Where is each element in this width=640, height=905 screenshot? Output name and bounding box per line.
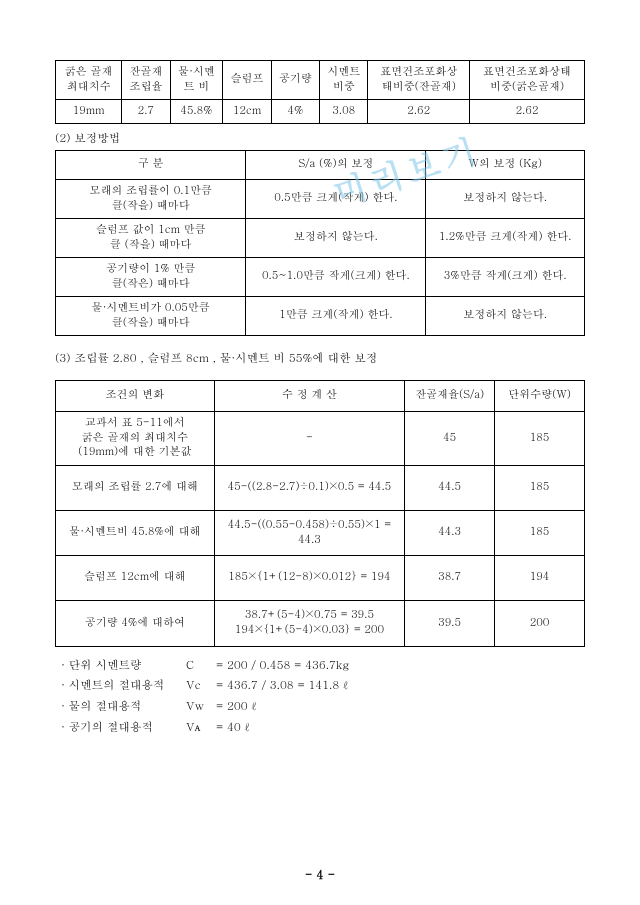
table-row: 물·시멘트비가 0.05만큼클(작을) 때마다 1만큼 크게(작게) 한다. 보… [56, 296, 585, 335]
bullet-symbol: Vᴀ [186, 717, 216, 738]
td: 38.7+(5-4)×0.75 = 39.5194×{1+(5-4)×0.03}… [214, 600, 404, 646]
list-item: · 물의 절대용적 Vw = 200 ℓ [61, 696, 585, 717]
bullet-eq: = 436.7 / 3.08 = 141.8 ℓ [216, 675, 348, 696]
td: 45-((2.8-2.7)÷0.1)×0.5 = 44.5 [214, 465, 404, 510]
bullet-list: · 단위 시멘트량 C = 200 / 0.458 = 436.7kg · 시멘… [61, 655, 585, 738]
table-row: 모래의 조립률 2.7에 대해 45-((2.8-2.7)÷0.1)×0.5 =… [56, 465, 585, 510]
td: 슬럼프 12cm에 대해 [56, 555, 215, 600]
td: 19mm [56, 99, 122, 123]
table-row: 슬럼프 12cm에 대해 185×{1+(12-8)×0.012} = 194 … [56, 555, 585, 600]
th: 공기량 [271, 61, 319, 100]
td: 185 [495, 465, 585, 510]
td: 보정하지 않는다. [246, 218, 426, 257]
bullet-label: · 시멘트의 절대용적 [61, 675, 186, 696]
table-row: 슬럼프 값이 1cm 만큼클 (작을) 때마다 보정하지 않는다. 1.2%만큼… [56, 218, 585, 257]
th: 시멘트비중 [320, 61, 368, 100]
td: 1만큼 크게(작게) 한다. [246, 296, 426, 335]
table-correction-method: 구 분 S/a (%)의 보정 W의 보정 (Kg) 모래의 조립률이 0.1만… [55, 150, 585, 336]
td: 185 [495, 510, 585, 555]
page-number: - 4 - [0, 866, 640, 883]
bullet-eq: = 200 ℓ [216, 696, 256, 717]
td: 교과서 표 5-11에서굵은 골재의 최대치수(19mm)에 대한 기본값 [56, 411, 215, 465]
section-label-2: (2) 보정방법 [55, 130, 585, 146]
bullet-label: · 물의 절대용적 [61, 696, 186, 717]
table-row: 19mm 2.7 45.8% 12cm 4% 3.08 2.62 2.62 [56, 99, 585, 123]
table-row: 구 분 S/a (%)의 보정 W의 보정 (Kg) [56, 150, 585, 179]
td: 0.5만큼 크게(작게) 한다. [246, 179, 426, 218]
td: - [214, 411, 404, 465]
td: 2.62 [368, 99, 470, 123]
table-row: 굵은 골재최대치수 잔골재조립율 물·시멘트 비 슬럼프 공기량 시멘트비중 표… [56, 61, 585, 100]
td: 45.8% [170, 99, 223, 123]
table-row: 조건의 변화 수 정 계 산 잔골재율(S/a) 단위수량(W) [56, 380, 585, 411]
td: 38.7 [405, 555, 495, 600]
td: 물·시멘트비 45.8%에 대해 [56, 510, 215, 555]
td: 1.2%만큼 크게(작게) 한다. [426, 218, 585, 257]
table-correction-calc: 조건의 변화 수 정 계 산 잔골재율(S/a) 단위수량(W) 교과서 표 5… [55, 380, 585, 647]
th: 물·시멘트 비 [170, 61, 223, 100]
bullet-symbol: Vw [186, 696, 216, 717]
list-item: · 시멘트의 절대용적 Vc = 436.7 / 3.08 = 141.8 ℓ [61, 675, 585, 696]
th: 굵은 골재최대치수 [56, 61, 122, 100]
td: 4% [271, 99, 319, 123]
table-row: 교과서 표 5-11에서굵은 골재의 최대치수(19mm)에 대한 기본값 - … [56, 411, 585, 465]
td: 물·시멘트비가 0.05만큼클(작을) 때마다 [56, 296, 246, 335]
bullet-label: · 단위 시멘트량 [61, 655, 186, 676]
th: 단위수량(W) [495, 380, 585, 411]
th: 잔골재율(S/a) [405, 380, 495, 411]
td: 44.5 [405, 465, 495, 510]
th: S/a (%)의 보정 [246, 150, 426, 179]
td: 보정하지 않는다. [426, 296, 585, 335]
th: 조건의 변화 [56, 380, 215, 411]
td: 44.3 [405, 510, 495, 555]
td: 2.62 [470, 99, 585, 123]
table-row: 공기량 4%에 대하여 38.7+(5-4)×0.75 = 39.5194×{1… [56, 600, 585, 646]
td: 39.5 [405, 600, 495, 646]
list-item: · 단위 시멘트량 C = 200 / 0.458 = 436.7kg [61, 655, 585, 676]
td: 3.08 [320, 99, 368, 123]
th: 구 분 [56, 150, 246, 179]
td: 보정하지 않는다. [426, 179, 585, 218]
td: 0.5~1.0만큼 작게(크게) 한다. [246, 257, 426, 296]
td: 200 [495, 600, 585, 646]
td: 모래의 조립률이 0.1만큼클(작을) 때마다 [56, 179, 246, 218]
table-basic-params: 굵은 골재최대치수 잔골재조립율 물·시멘트 비 슬럼프 공기량 시멘트비중 표… [55, 60, 585, 124]
bullet-eq: = 200 / 0.458 = 436.7kg [216, 655, 349, 676]
table-row: 모래의 조립률이 0.1만큼클(작을) 때마다 0.5만큼 크게(작게) 한다.… [56, 179, 585, 218]
td: 12cm [223, 99, 271, 123]
list-item: · 공기의 절대용적 Vᴀ = 40 ℓ [61, 717, 585, 738]
bullet-eq: = 40 ℓ [216, 717, 249, 738]
td: 공기량이 1% 만큼클(작은) 때마다 [56, 257, 246, 296]
table-row: 물·시멘트비 45.8%에 대해 44.5-((0.55-0.458)÷0.55… [56, 510, 585, 555]
td: 공기량 4%에 대하여 [56, 600, 215, 646]
td: 3%만큼 작게(크게) 한다. [426, 257, 585, 296]
td: 185×{1+(12-8)×0.012} = 194 [214, 555, 404, 600]
th: 수 정 계 산 [214, 380, 404, 411]
th: 표면건조포화상태비중(굵은골재) [470, 61, 585, 100]
bullet-symbol: C [186, 655, 216, 676]
td: 모래의 조립률 2.7에 대해 [56, 465, 215, 510]
bullet-symbol: Vc [186, 675, 216, 696]
bullet-label: · 공기의 절대용적 [61, 717, 186, 738]
td: 185 [495, 411, 585, 465]
td: 44.5-((0.55-0.458)÷0.55)×1 =44.3 [214, 510, 404, 555]
th: 잔골재조립율 [122, 61, 170, 100]
table-row: 공기량이 1% 만큼클(작은) 때마다 0.5~1.0만큼 작게(크게) 한다.… [56, 257, 585, 296]
section-label-3: (3) 조립률 2.80 , 슬럼프 8cm , 물·시멘트 비 55%에 대한… [55, 350, 585, 366]
th: 표면건조포화상태비중(잔골재) [368, 61, 470, 100]
td: 45 [405, 411, 495, 465]
td: 2.7 [122, 99, 170, 123]
td: 194 [495, 555, 585, 600]
td: 슬럼프 값이 1cm 만큼클 (작을) 때마다 [56, 218, 246, 257]
th: 슬럼프 [223, 61, 271, 100]
th: W의 보정 (Kg) [426, 150, 585, 179]
